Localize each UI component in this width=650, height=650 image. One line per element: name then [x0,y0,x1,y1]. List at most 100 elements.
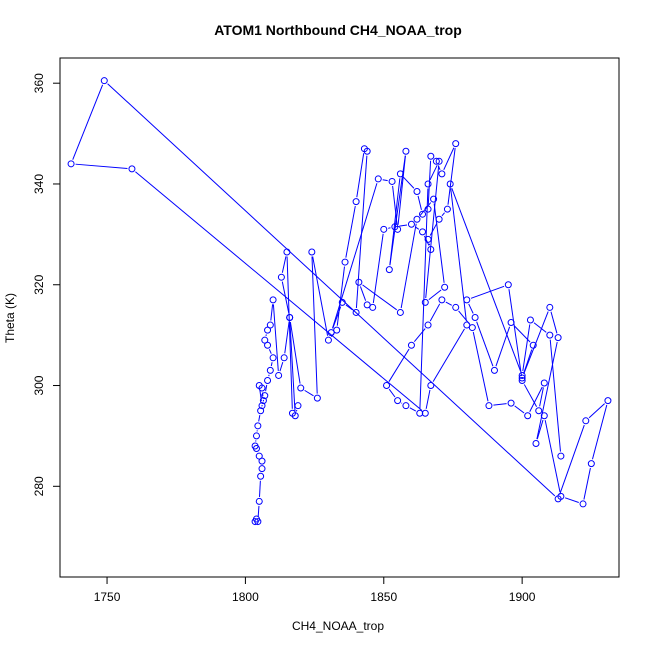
series-line-segment [311,256,318,394]
data-point [427,382,435,390]
series-line-segment [445,301,453,306]
data-point [291,412,299,420]
y-tick-label: 340 [32,174,46,194]
series-line-segment [544,420,561,493]
data-point [424,205,432,213]
series-line-segment [289,321,301,384]
series-line-segment [356,153,365,198]
data-point [313,394,321,402]
data-point [363,147,371,155]
data-point [258,402,266,410]
series-line-segment [550,311,558,334]
data-point [532,439,540,447]
data-point [524,412,532,420]
data-point [402,402,410,410]
series-line-segment [388,227,391,229]
data-point [471,314,479,321]
data-point [554,334,562,342]
series-line-segment [258,480,261,497]
series-line-segment [286,256,293,409]
data-point [421,409,429,417]
series-line-segment [289,321,296,412]
series-line-segment [284,321,290,354]
data-point [67,160,75,168]
series-line-segment [382,179,388,182]
data-point [261,392,269,400]
series-line-segment [428,289,442,301]
data-point [327,329,335,337]
series-line-segment [281,256,287,273]
series-line-segment [514,405,525,414]
data-point [419,210,427,218]
data-point [526,316,534,324]
data-point [264,376,272,384]
series-line-segment [362,284,398,311]
data-point [352,198,360,206]
data-point [468,324,476,332]
data-point [259,397,267,405]
data-point [413,215,421,223]
series-line-segment [258,415,261,422]
series-line-segment [523,311,549,374]
data-point [324,336,332,344]
series-line-segment [397,155,406,225]
data-point [355,278,363,286]
data-point [255,497,263,505]
data-point [275,371,283,379]
data-point [427,245,435,253]
series-line-segment [75,163,128,169]
data-point [554,495,562,503]
data-point [297,384,305,392]
data-point [269,354,277,362]
data-point [308,248,316,256]
data-point [438,296,446,304]
series-line-segment [389,155,406,266]
data-point [540,412,548,420]
y-axis: 280 300 320 340 360 [32,73,60,496]
data-point [507,319,515,327]
series-line-segment [591,404,608,460]
data-point [579,500,587,508]
data-point [504,281,512,289]
series-line-segment [443,147,455,171]
series-line-segment [425,165,440,298]
data-point [254,518,262,526]
series-line-segment [432,328,465,382]
data-point [587,460,595,468]
series-line-segment [403,176,415,189]
series-line-segment [447,148,456,205]
data-point [383,382,391,390]
data-point [333,326,341,334]
data-point [128,165,136,173]
series-line-segment [533,322,547,333]
data-point [254,422,262,430]
data-point [441,283,449,291]
data-point [518,371,526,379]
data-point [540,379,548,387]
series-line-segment [359,286,367,301]
data-point [582,417,590,425]
series-line-segment [523,384,538,408]
data-point [255,452,263,460]
series-line-segment [265,384,268,392]
x-tick-label: 1900 [509,590,536,604]
series-line-segment [259,389,262,402]
data-point [518,374,526,382]
data-point [396,170,404,178]
data-point [424,180,432,188]
series-line-segment [400,223,417,309]
data-point [257,472,265,480]
series-line-segment [559,424,585,495]
data-point [407,220,415,228]
series-line-segment [429,303,441,322]
y-axis-label: Theta (K) [3,293,17,343]
series-line-segment [536,341,558,440]
series-line-segment [549,339,561,452]
series-line-segment [583,467,591,500]
data-point [252,432,260,440]
data-point [391,223,399,231]
data-point [557,452,565,460]
series-line-segment [472,331,489,402]
data-point [463,321,471,329]
plot-frame [59,57,620,578]
